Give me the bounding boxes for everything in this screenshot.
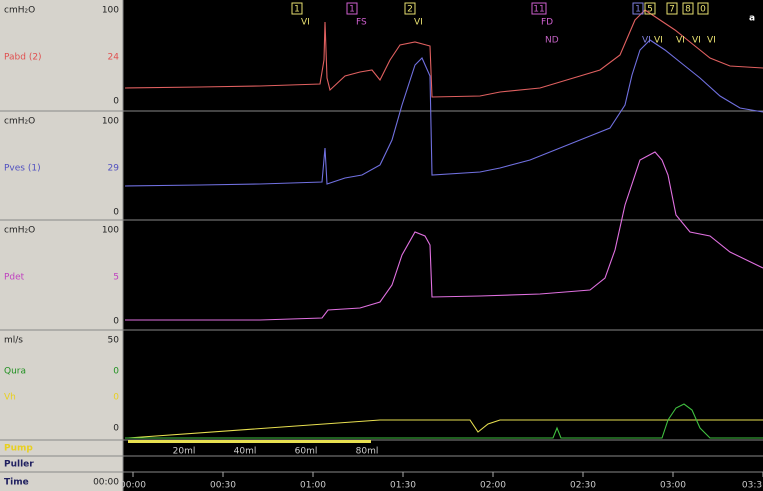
event-code: VI [642,36,651,46]
time-tick-label: 00:30 [210,481,236,491]
pump-mark: 40ml [234,447,257,457]
pdet-trace [125,151,763,321]
scale-max: 50 [108,336,120,346]
pves-trace [124,39,763,187]
event-box [404,2,416,15]
event-box [291,2,303,15]
scale-max: 100 [102,117,119,127]
volume-trace [127,419,763,439]
pabd-trace [124,9,763,98]
scale-min: 0 [113,424,119,434]
event-box [346,2,358,15]
event-label: 8 [685,5,691,15]
channel-name: Pves (1) [4,164,41,174]
scale-min: 0 [113,317,119,327]
event-label: 2 [407,5,413,15]
trace-value: 0 [113,393,119,403]
event-label: 7 [669,5,675,15]
pump-mark: 60ml [295,447,318,457]
channel-name: Pdet [4,273,25,283]
channel-value: 29 [108,164,120,174]
event-code: FD [541,18,553,28]
row-label: Puller [4,460,34,470]
event-code: VI [707,36,716,46]
event-code: VI [676,36,685,46]
unit-label: cmH₂O [4,6,35,16]
trace-value: 0 [113,367,119,377]
unit-label: cmH₂O [4,226,35,236]
event-note: ND [545,36,559,46]
event-label: 0 [700,5,706,15]
time-tick-label: 03:3 [742,481,762,491]
scale-min: 0 [113,208,119,218]
time-tick-label: 02:00 [480,481,506,491]
time-tick-label: 02:30 [570,481,596,491]
event-box [644,2,656,15]
scale-min: 0 [113,97,119,107]
pump-mark: 80ml [356,447,379,457]
unit-label: ml/s [4,336,23,346]
time-tick-label: 01:00 [300,481,326,491]
row-label: Pump [4,444,33,454]
pump-bar [128,440,371,443]
trace-name: Qura [4,367,26,377]
event-code: VI [414,18,423,28]
trace-name: Vh [4,393,16,403]
unit-label: cmH₂O [4,117,35,127]
flow-trace [125,403,763,439]
label-panel [0,0,123,491]
event-label: 5 [647,5,653,15]
event-label: 1 [294,5,300,15]
channel-name: Pabd (2) [4,53,42,63]
time-label: Time [4,478,29,488]
event-code: VI [692,36,701,46]
event-code: VI [301,18,310,28]
scale-max: 100 [102,6,119,16]
event-label: 1 [349,5,355,15]
pump-mark: 20ml [173,447,196,457]
event-label: 11 [533,5,544,15]
time-value: 00:00 [93,478,119,488]
time-tick-label: 00:00 [120,481,146,491]
event-label: 1 [635,5,641,15]
time-tick-label: 03:00 [660,481,686,491]
event-box [531,2,547,15]
time-tick-label: 01:30 [390,481,416,491]
panel-tag: a [749,14,755,24]
channel-value: 5 [113,273,119,283]
event-box [682,2,694,15]
channel-value: 24 [108,53,120,63]
event-box [697,2,709,15]
event-box [632,2,644,15]
event-code: VI [654,36,663,46]
event-code: FS [356,18,367,28]
scale-max: 100 [102,226,119,236]
event-box [666,2,678,15]
